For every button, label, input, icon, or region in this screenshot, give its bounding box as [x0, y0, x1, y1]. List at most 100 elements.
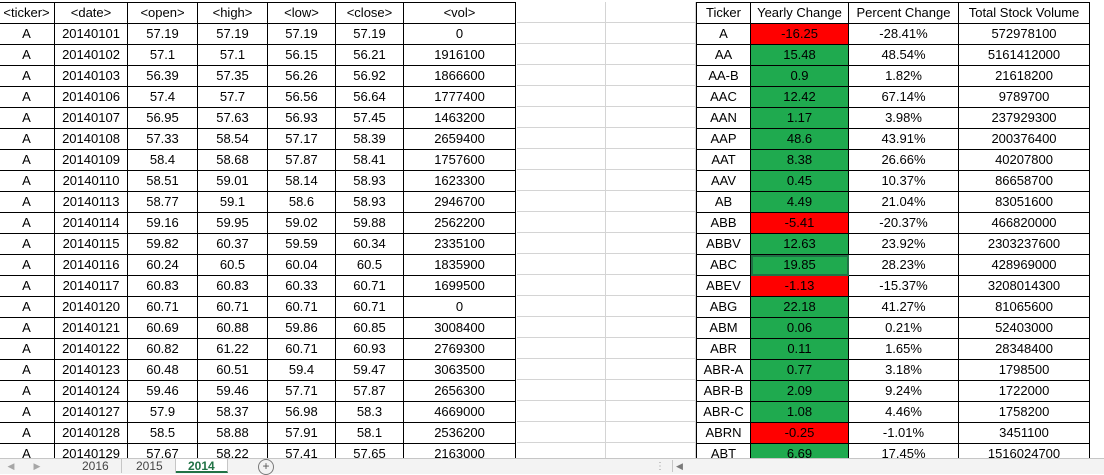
table-cell[interactable]: 56.15 — [267, 44, 336, 66]
empty-cell[interactable] — [605, 22, 696, 44]
table-cell[interactable]: 60.71 — [127, 296, 198, 318]
table-cell[interactable]: 2562200 — [403, 212, 516, 234]
table-cell[interactable]: 56.56 — [267, 86, 336, 108]
percent-change-cell[interactable]: 67.14% — [848, 86, 959, 108]
empty-cell[interactable] — [517, 295, 606, 317]
ticker-cell[interactable]: ABEV — [696, 275, 751, 297]
table-cell[interactable]: 57.91 — [267, 422, 336, 444]
table-cell[interactable]: 58.14 — [267, 170, 336, 192]
ticker-cell[interactable]: AAT — [696, 149, 751, 171]
table-cell[interactable]: 20140129 — [54, 443, 128, 458]
total-volume-cell[interactable]: 3208014300 — [958, 275, 1090, 297]
empty-cell[interactable] — [605, 274, 696, 296]
table-cell[interactable]: 59.47 — [335, 359, 404, 381]
empty-cell[interactable] — [605, 337, 696, 359]
table-cell[interactable]: 57.19 — [335, 23, 404, 45]
yearly-change-cell[interactable]: 22.18 — [750, 296, 849, 318]
ticker-cell[interactable]: AB — [696, 191, 751, 213]
table-cell[interactable]: 59.82 — [127, 233, 198, 255]
table-cell[interactable]: 58.77 — [127, 191, 198, 213]
table-cell[interactable]: A — [0, 23, 55, 45]
empty-cell[interactable] — [605, 64, 696, 86]
table-cell[interactable]: 58.93 — [335, 191, 404, 213]
yearly-change-cell[interactable]: -1.13 — [750, 275, 849, 297]
yearly-change-cell[interactable]: -0.25 — [750, 422, 849, 444]
empty-cell[interactable] — [517, 211, 606, 233]
table-cell[interactable]: 59.01 — [197, 170, 268, 192]
table-cell[interactable]: 58.37 — [197, 401, 268, 423]
empty-cell[interactable] — [605, 232, 696, 254]
table-cell[interactable]: 56.26 — [267, 65, 336, 87]
table-cell[interactable]: 57.33 — [127, 128, 198, 150]
total-volume-cell[interactable]: 86658700 — [958, 170, 1090, 192]
table-cell[interactable]: A — [0, 296, 55, 318]
column-header[interactable]: <ticker> — [0, 2, 55, 24]
table-cell[interactable]: 57.45 — [335, 107, 404, 129]
total-volume-cell[interactable]: 40207800 — [958, 149, 1090, 171]
column-header[interactable]: <close> — [335, 2, 404, 24]
table-cell[interactable]: 20140109 — [54, 149, 128, 171]
table-cell[interactable]: 58.1 — [335, 422, 404, 444]
total-volume-cell[interactable]: 83051600 — [958, 191, 1090, 213]
empty-cell[interactable] — [605, 43, 696, 65]
yearly-change-cell[interactable]: -16.25 — [750, 23, 849, 45]
table-cell[interactable]: 1757600 — [403, 149, 516, 171]
table-cell[interactable]: 58.88 — [197, 422, 268, 444]
yearly-change-cell[interactable]: 1.08 — [750, 401, 849, 423]
table-cell[interactable]: 20140113 — [54, 191, 128, 213]
table-cell[interactable]: 56.21 — [335, 44, 404, 66]
table-cell[interactable]: A — [0, 107, 55, 129]
percent-change-cell[interactable]: 3.98% — [848, 107, 959, 129]
table-cell[interactable]: A — [0, 233, 55, 255]
empty-cell[interactable] — [517, 127, 606, 149]
table-cell[interactable]: 20140115 — [54, 233, 128, 255]
percent-change-cell[interactable]: -1.01% — [848, 422, 959, 444]
ticker-cell[interactable]: ABC — [696, 254, 751, 276]
table-cell[interactable]: 60.71 — [197, 296, 268, 318]
percent-change-cell[interactable]: 4.46% — [848, 401, 959, 423]
table-cell[interactable]: 58.5 — [127, 422, 198, 444]
total-volume-cell[interactable]: 9789700 — [958, 86, 1090, 108]
empty-cell[interactable] — [517, 43, 606, 65]
empty-cell[interactable] — [517, 379, 606, 401]
column-header[interactable]: <low> — [267, 2, 336, 24]
percent-change-cell[interactable]: 9.24% — [848, 380, 959, 402]
table-cell[interactable]: 3008400 — [403, 317, 516, 339]
table-cell[interactable]: 1835900 — [403, 254, 516, 276]
table-cell[interactable]: 58.6 — [267, 191, 336, 213]
yearly-change-cell[interactable]: 1.17 — [750, 107, 849, 129]
column-header[interactable]: Percent Change — [848, 2, 959, 24]
percent-change-cell[interactable]: 21.04% — [848, 191, 959, 213]
empty-cell[interactable] — [605, 190, 696, 212]
yearly-change-cell[interactable]: 15.48 — [750, 44, 849, 66]
yearly-change-cell[interactable]: -5.41 — [750, 212, 849, 234]
yearly-change-cell[interactable]: 19.85 — [750, 254, 849, 276]
empty-cell[interactable] — [605, 127, 696, 149]
table-cell[interactable]: 59.4 — [267, 359, 336, 381]
ticker-cell[interactable]: A — [696, 23, 751, 45]
empty-cell[interactable] — [605, 2, 696, 23]
yearly-change-cell[interactable]: 6.69 — [750, 443, 849, 458]
table-cell[interactable]: 60.93 — [335, 338, 404, 360]
percent-change-cell[interactable]: -20.37% — [848, 212, 959, 234]
percent-change-cell[interactable]: 1.65% — [848, 338, 959, 360]
table-cell[interactable]: A — [0, 191, 55, 213]
percent-change-cell[interactable]: 23.92% — [848, 233, 959, 255]
scroll-tabs-left-icon[interactable]: ◀ — [7, 461, 15, 471]
table-cell[interactable]: 59.88 — [335, 212, 404, 234]
table-cell[interactable]: 20140102 — [54, 44, 128, 66]
column-header[interactable]: <open> — [127, 2, 198, 24]
table-cell[interactable]: 56.93 — [267, 107, 336, 129]
percent-change-cell[interactable]: 43.91% — [848, 128, 959, 150]
table-cell[interactable]: 60.37 — [197, 233, 268, 255]
table-cell[interactable]: 20140107 — [54, 107, 128, 129]
column-header[interactable]: Total Stock Volume — [958, 2, 1090, 24]
table-cell[interactable]: A — [0, 443, 55, 458]
empty-cell[interactable] — [517, 316, 606, 338]
table-cell[interactable]: 60.48 — [127, 359, 198, 381]
table-cell[interactable]: 60.34 — [335, 233, 404, 255]
empty-cell[interactable] — [517, 358, 606, 380]
table-cell[interactable]: 60.83 — [127, 275, 198, 297]
percent-change-cell[interactable]: 28.23% — [848, 254, 959, 276]
table-cell[interactable]: 0 — [403, 296, 516, 318]
